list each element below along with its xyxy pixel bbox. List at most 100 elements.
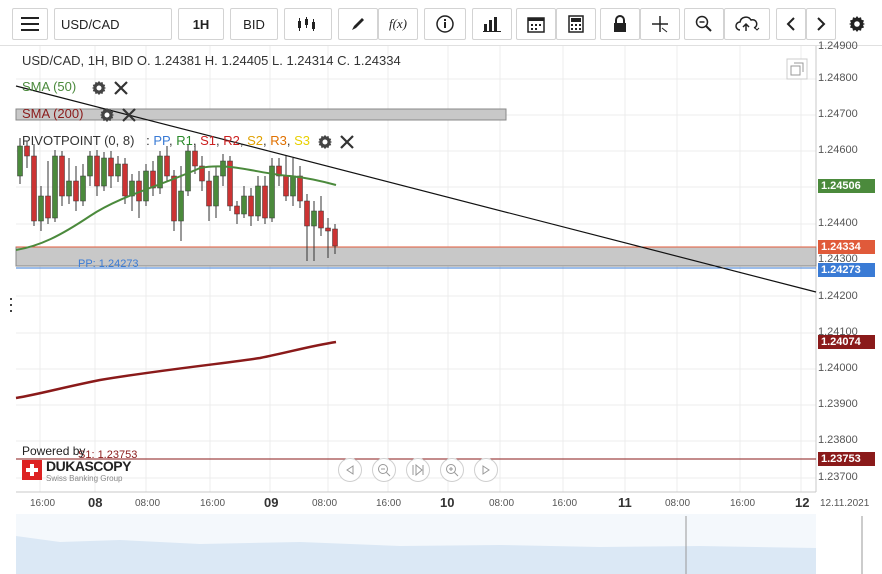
drag-handle-icon[interactable] bbox=[10, 298, 12, 312]
candle[interactable] bbox=[248, 195, 254, 217]
candle[interactable] bbox=[192, 150, 198, 167]
crosshair-button[interactable] bbox=[640, 8, 680, 40]
bar-chart-button[interactable] bbox=[472, 8, 512, 40]
candles-button[interactable] bbox=[284, 8, 332, 40]
dukascopy-logo[interactable]: DUKASCOPY Swiss Banking Group bbox=[22, 458, 142, 486]
candle[interactable] bbox=[52, 155, 58, 219]
zoom-out-button[interactable] bbox=[372, 458, 396, 482]
candle[interactable] bbox=[171, 175, 177, 222]
cloud-button[interactable] bbox=[724, 8, 770, 40]
candle[interactable] bbox=[73, 180, 79, 202]
candle[interactable] bbox=[325, 227, 331, 232]
candle[interactable] bbox=[332, 228, 338, 247]
candle[interactable] bbox=[213, 175, 219, 207]
sma50-close-icon[interactable] bbox=[113, 80, 129, 96]
calendar-button[interactable] bbox=[516, 8, 556, 40]
candle[interactable] bbox=[241, 195, 247, 215]
sma50-gear-icon[interactable] bbox=[91, 80, 107, 96]
sma200-close-icon[interactable] bbox=[121, 107, 137, 123]
info-icon bbox=[436, 15, 454, 33]
price-label: 1.24800 bbox=[818, 72, 858, 84]
price-chart[interactable] bbox=[0, 46, 882, 574]
candle[interactable] bbox=[297, 175, 303, 202]
pivot-label[interactable]: PIVOTPOINT (0, 8) : PP, R1, S1, R2, S2, … bbox=[22, 133, 310, 148]
candle[interactable] bbox=[150, 170, 156, 189]
time-label: 08:00 bbox=[489, 498, 515, 509]
candle[interactable] bbox=[227, 160, 233, 207]
price-label: 1.23800 bbox=[818, 434, 858, 446]
candle[interactable] bbox=[94, 155, 100, 187]
zoom-out-icon bbox=[378, 464, 391, 477]
candle[interactable] bbox=[262, 185, 268, 219]
candle[interactable] bbox=[24, 145, 30, 157]
pivot-r3: R3 bbox=[270, 133, 287, 148]
candle[interactable] bbox=[206, 180, 212, 207]
interval-select[interactable]: 1H bbox=[178, 8, 224, 40]
pivot-gear-icon[interactable] bbox=[317, 134, 333, 150]
candle[interactable] bbox=[143, 170, 149, 202]
candle[interactable] bbox=[199, 165, 205, 182]
symbol-input[interactable] bbox=[54, 8, 172, 40]
candle[interactable] bbox=[108, 157, 114, 177]
candle[interactable] bbox=[59, 155, 65, 197]
candle[interactable] bbox=[234, 205, 240, 215]
prev-button[interactable] bbox=[776, 8, 806, 40]
candle[interactable] bbox=[185, 150, 191, 192]
price-label: 1.24700 bbox=[818, 108, 858, 120]
candle[interactable] bbox=[269, 165, 275, 219]
candle[interactable] bbox=[122, 163, 128, 197]
menu-button[interactable] bbox=[12, 8, 48, 40]
calculator-button[interactable] bbox=[556, 8, 596, 40]
sma200-label[interactable]: SMA (200) bbox=[22, 106, 84, 121]
sma200-gear-icon[interactable] bbox=[99, 107, 115, 123]
nav-back-button[interactable] bbox=[338, 458, 362, 482]
trend-line[interactable] bbox=[15, 85, 817, 293]
price-label: 1.24200 bbox=[818, 290, 858, 302]
lock-button[interactable] bbox=[600, 8, 640, 40]
candle[interactable] bbox=[115, 163, 121, 177]
zoom-button[interactable] bbox=[684, 8, 724, 40]
candle[interactable] bbox=[255, 185, 261, 217]
candle[interactable] bbox=[283, 175, 289, 197]
time-label: 08:00 bbox=[312, 498, 338, 509]
candle[interactable] bbox=[304, 200, 310, 227]
price-label-top: 1.24900 bbox=[818, 40, 858, 52]
draw-button[interactable] bbox=[338, 8, 378, 40]
candle[interactable] bbox=[276, 165, 282, 177]
toolbar: 1H BID f(x) bbox=[0, 0, 882, 46]
candle[interactable] bbox=[31, 155, 37, 222]
sma50-label[interactable]: SMA (50) bbox=[22, 79, 77, 94]
next-button[interactable] bbox=[806, 8, 836, 40]
candle[interactable] bbox=[220, 160, 226, 177]
side-select[interactable]: BID bbox=[230, 8, 278, 40]
candle[interactable] bbox=[101, 157, 107, 187]
reset-view-button[interactable] bbox=[406, 458, 430, 482]
brand-tagline: Swiss Banking Group bbox=[46, 474, 123, 483]
candle[interactable] bbox=[318, 210, 324, 229]
candle[interactable] bbox=[311, 210, 317, 227]
candle[interactable] bbox=[80, 175, 86, 202]
candle[interactable] bbox=[45, 195, 51, 219]
candle[interactable] bbox=[164, 155, 170, 177]
pivot-sep: : bbox=[146, 133, 150, 148]
candle[interactable] bbox=[87, 155, 93, 177]
zoom-in-icon bbox=[446, 464, 459, 477]
candle[interactable] bbox=[157, 155, 163, 189]
sma200-band bbox=[15, 108, 507, 121]
time-label: 08:00 bbox=[665, 498, 691, 509]
pivot-close-icon[interactable] bbox=[339, 134, 355, 150]
zoom-in-button[interactable] bbox=[440, 458, 464, 482]
settings-button[interactable] bbox=[842, 8, 872, 40]
time-label-day: 12 bbox=[795, 495, 810, 510]
popout-icon[interactable] bbox=[786, 58, 808, 80]
info-button[interactable] bbox=[424, 8, 466, 40]
function-button[interactable]: f(x) bbox=[378, 8, 418, 40]
candle[interactable] bbox=[17, 145, 23, 177]
candle[interactable] bbox=[178, 190, 184, 222]
nav-forward-button[interactable] bbox=[474, 458, 498, 482]
chart-area[interactable]: USD/CAD, 1H, BID O. 1.24381 H. 1.24405 L… bbox=[0, 40, 882, 574]
pivot-name: PIVOTPOINT (0, 8) bbox=[22, 133, 135, 148]
candle[interactable] bbox=[38, 195, 44, 222]
candle[interactable] bbox=[290, 175, 296, 197]
candle[interactable] bbox=[66, 180, 72, 197]
